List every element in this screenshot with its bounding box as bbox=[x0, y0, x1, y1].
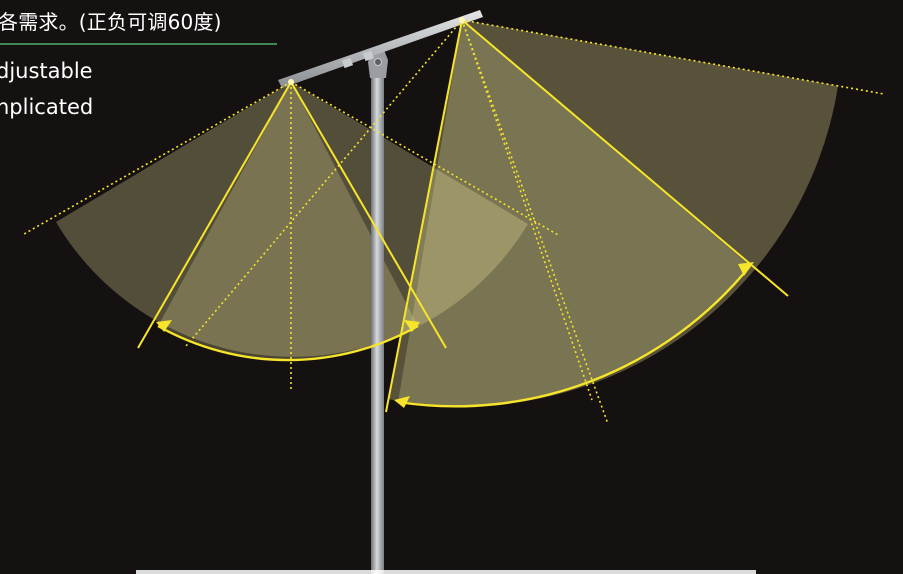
left-lamp-focused-beam bbox=[158, 82, 418, 361]
left-wide-edge-guide-right bbox=[290, 81, 561, 237]
left-wide-edge-guide bbox=[23, 81, 292, 235]
right-lamp-light bbox=[459, 17, 465, 23]
left-adjust-arc bbox=[157, 324, 419, 362]
right-lamp-focused-beam bbox=[398, 20, 750, 407]
left-lamp-light bbox=[288, 79, 294, 85]
chinese-caption: 各需求。(正负可调60度) bbox=[0, 10, 222, 34]
right-beam-edge-right bbox=[461, 19, 789, 297]
left-beam-edge-right bbox=[290, 81, 447, 349]
bracket-bolt bbox=[374, 58, 382, 66]
right-lamp-wide-beam bbox=[388, 20, 838, 407]
right-center-guide bbox=[461, 19, 609, 425]
left-tilt-guide bbox=[185, 19, 463, 347]
right-tilt-guide bbox=[461, 19, 593, 401]
english-caption-line-2: nplicated bbox=[0, 95, 94, 119]
caption-underline bbox=[0, 43, 277, 45]
english-caption-line-1: djustable bbox=[0, 59, 93, 83]
arm-clamp-right bbox=[362, 50, 375, 62]
ground-line bbox=[136, 570, 756, 574]
right-beam-edge-left bbox=[385, 19, 463, 413]
right-arc-arrow-right bbox=[738, 262, 754, 276]
right-top-guide bbox=[461, 19, 885, 95]
arm-clamp-left bbox=[341, 57, 354, 69]
cross-arm bbox=[278, 10, 483, 88]
right-arc-arrow-left bbox=[394, 396, 410, 408]
left-arc-arrow-right bbox=[404, 320, 420, 332]
lamp-pole bbox=[371, 60, 384, 574]
left-arc-arrow-left bbox=[156, 320, 172, 332]
right-adjust-arc bbox=[397, 265, 751, 408]
left-beam-edge-left bbox=[137, 81, 292, 349]
